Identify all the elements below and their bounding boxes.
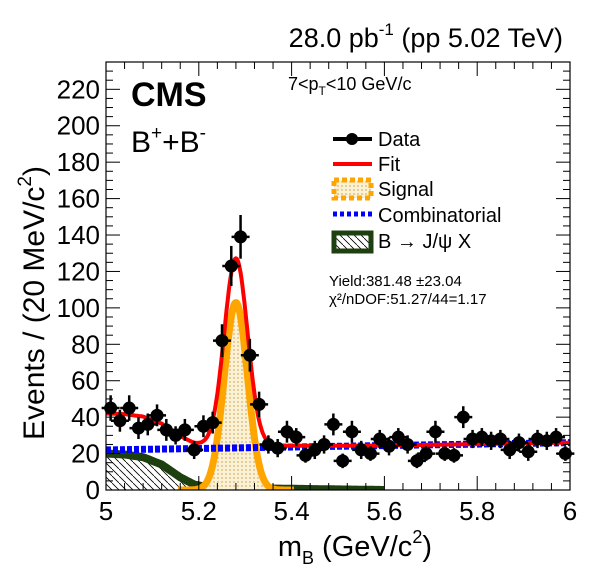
svg-text:B → J/ψ X: B → J/ψ X — [378, 231, 471, 253]
axis-ticks — [105, 62, 571, 491]
jpsix-area — [106, 453, 385, 490]
x-tick-label: 5.6 — [366, 496, 402, 526]
legend-entry-data: Data — [333, 129, 421, 151]
y-tick-label: 60 — [71, 366, 100, 396]
yield-label: Yield:381.48 ±23.04 — [329, 273, 462, 290]
data-point — [345, 425, 359, 439]
chi2-label: χ²/nDOF:51.27/44=1.17 — [329, 291, 487, 308]
y-tick-label: 200 — [57, 111, 100, 141]
y-tick-label: 120 — [57, 256, 100, 286]
data-point — [187, 443, 201, 457]
signal-fill — [177, 302, 294, 490]
data-point — [428, 425, 442, 439]
x-tick-label: 5.2 — [181, 496, 217, 526]
signal-layer — [175, 299, 297, 490]
y-tick-label: 80 — [71, 329, 100, 359]
y-tick-label: 0 — [86, 475, 100, 505]
x-tick-label: 5.8 — [459, 496, 495, 526]
data-point — [326, 417, 340, 431]
experiment-label: CMS — [131, 76, 207, 114]
data-point — [401, 437, 415, 451]
data-point — [224, 259, 238, 273]
data-point — [456, 410, 470, 424]
data-points-layer — [101, 214, 575, 469]
axis-tick-labels: 0 20 40 60 80 100 120 140 160 180 200 220 5 5.2 5.4 5.6… — [57, 74, 578, 526]
legend-entry-fit: Fit — [333, 154, 401, 176]
y-tick-label: 160 — [57, 184, 100, 214]
data-point — [113, 414, 127, 428]
data-point — [243, 348, 257, 362]
x-tick-label: 5 — [99, 496, 113, 526]
data-point — [289, 430, 303, 444]
channel-label: B++B- — [131, 123, 206, 159]
data-point — [150, 408, 164, 422]
data-point — [503, 443, 517, 457]
legend-entry-jpsix: B → J/ψ X — [331, 230, 471, 254]
svg-text:Fit: Fit — [378, 154, 401, 176]
data-point — [391, 430, 405, 444]
data-point — [317, 437, 331, 451]
data-point — [141, 417, 155, 431]
y-tick-label: 100 — [57, 293, 100, 323]
y-tick-label: 180 — [57, 147, 100, 177]
legend-entry-combinatorial: Combinatorial — [333, 205, 501, 227]
x-axis-title: mB (GeV/c2) — [278, 527, 432, 568]
y-tick-label: 220 — [57, 74, 100, 104]
y-axis-title: Events / (20 MeV/c2) — [15, 166, 51, 440]
legend-entry-signal: Signal — [331, 177, 434, 201]
y-tick-label: 40 — [71, 402, 100, 432]
data-point — [215, 334, 229, 348]
data-point — [493, 432, 507, 446]
data-point — [382, 439, 396, 453]
y-tick-label: 140 — [57, 220, 100, 250]
data-point — [206, 416, 220, 430]
data-point — [447, 448, 461, 462]
x-tick-label: 5.4 — [274, 496, 310, 526]
y-tick-label: 20 — [71, 439, 100, 469]
legend: Data Fit Signal Combinatorial B → J/ψ X — [331, 129, 501, 254]
svg-text:Signal: Signal — [378, 179, 434, 201]
plot-frame — [105, 61, 571, 491]
data-point — [512, 436, 526, 450]
data-point — [410, 454, 424, 468]
signal-curve — [175, 299, 297, 490]
data-point — [363, 447, 377, 461]
lumi-label: 28.0 pb-1 (pp 5.02 TeV) — [289, 20, 563, 53]
data-point — [336, 454, 350, 468]
svg-text:Combinatorial: Combinatorial — [378, 205, 501, 227]
data-point — [419, 447, 433, 461]
svg-text:Data: Data — [378, 129, 421, 151]
data-point — [549, 430, 563, 444]
data-point — [271, 441, 285, 455]
data-point — [252, 397, 266, 411]
pt-bin-label: 7<pT<10 GeV/c — [288, 74, 411, 98]
data-point — [373, 432, 387, 446]
data-point — [234, 230, 248, 244]
data-point — [122, 401, 136, 415]
x-tick-label: 6 — [563, 496, 577, 526]
data-point — [178, 423, 192, 437]
data-point — [521, 445, 535, 459]
